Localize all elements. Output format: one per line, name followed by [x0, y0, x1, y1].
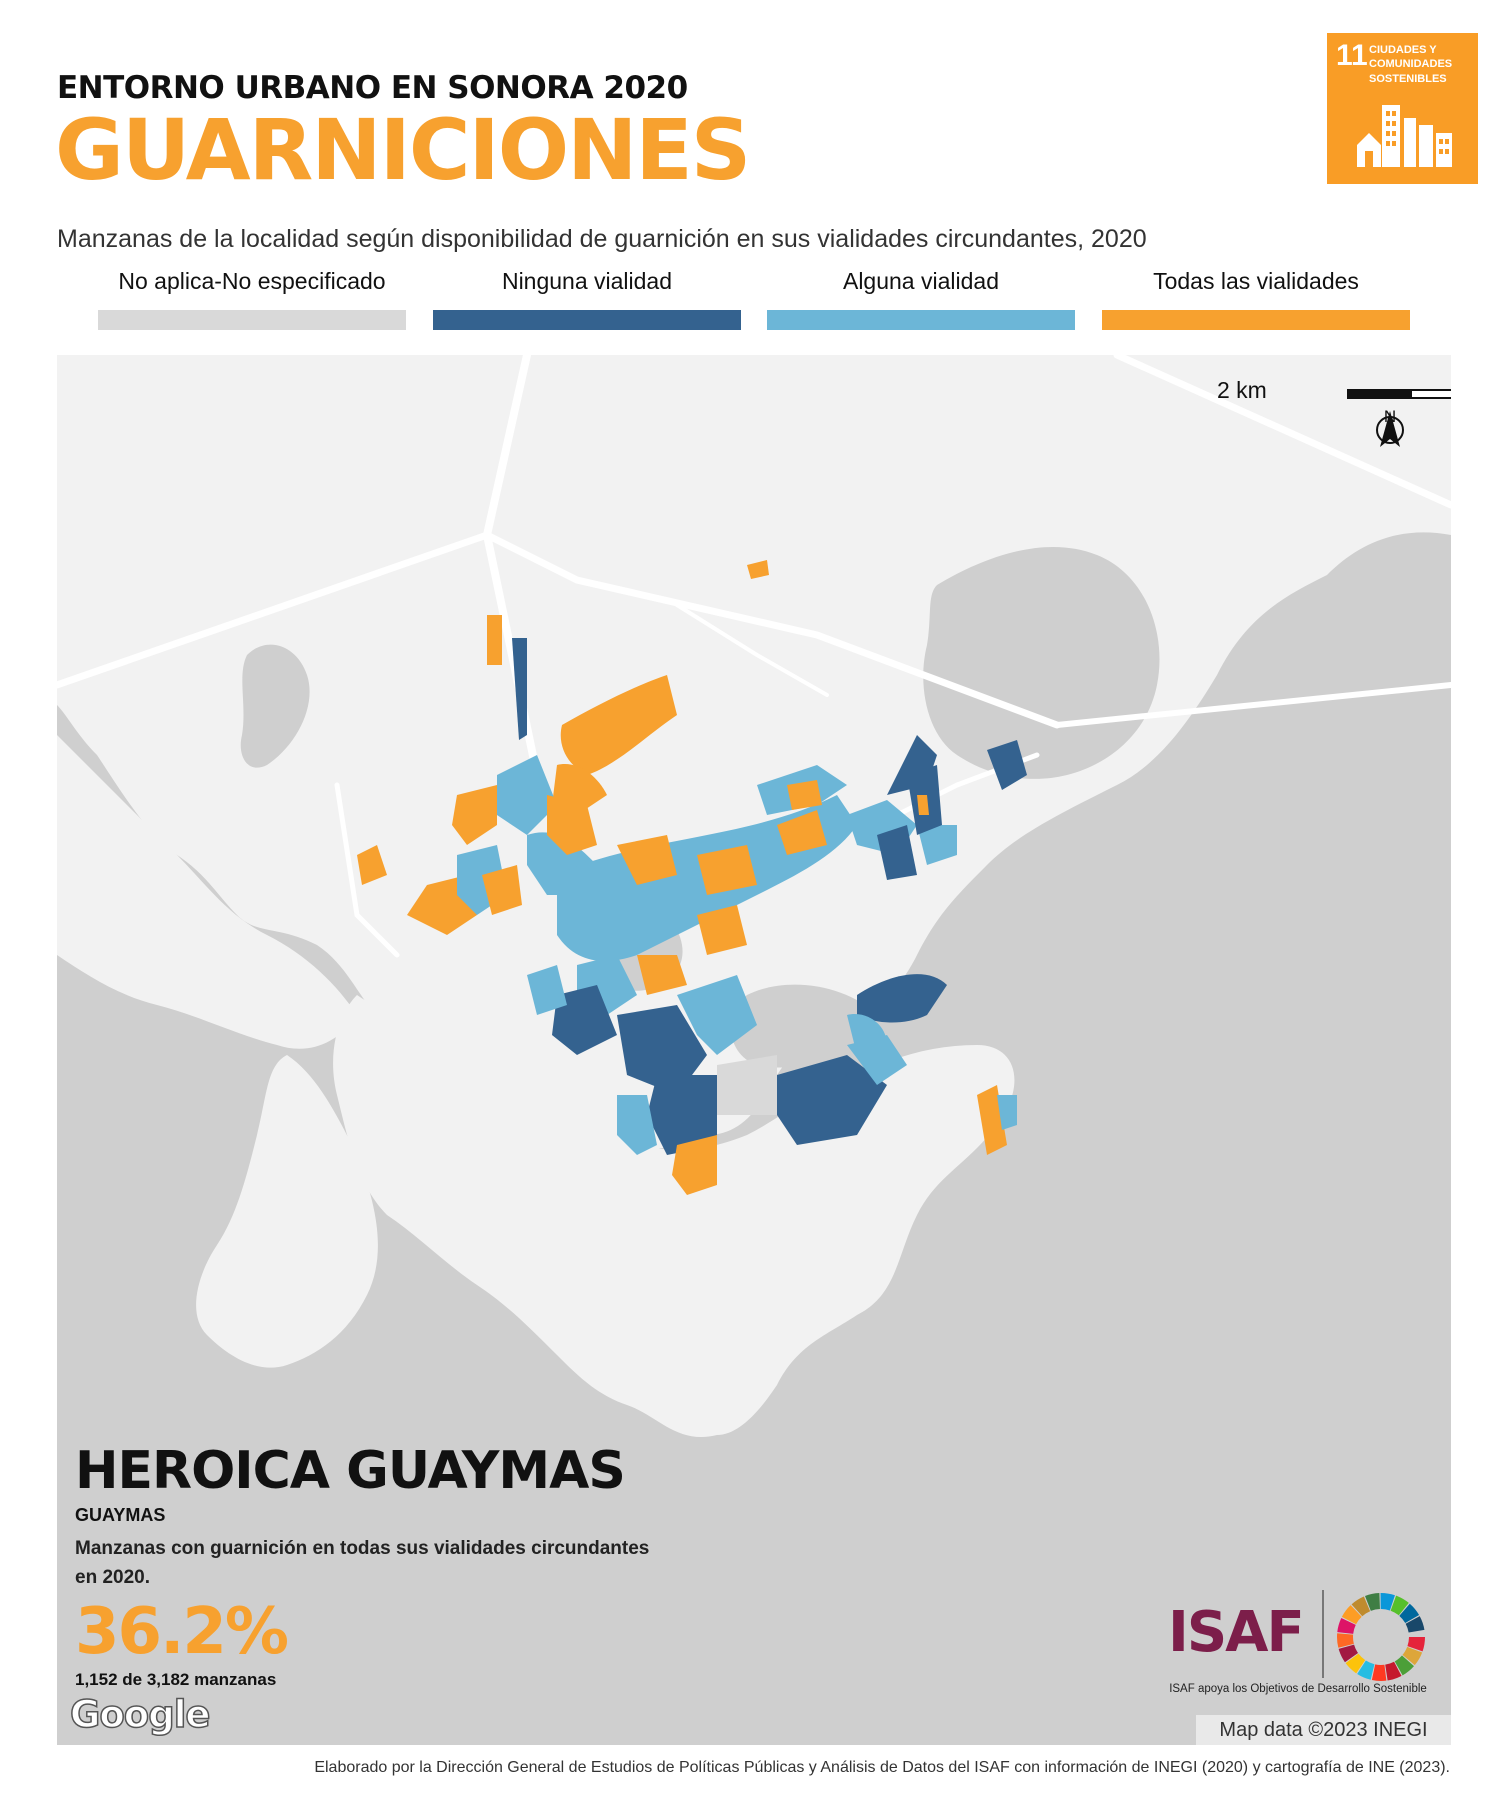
north-arrow: N [1370, 407, 1410, 477]
north-arrow-icon [1376, 411, 1404, 447]
page-title: GUARNICIONES [55, 101, 751, 199]
sdg-text: CIUDADES Y COMUNIDADES SOSTENIBLES [1369, 44, 1453, 85]
map-canvas[interactable] [57, 355, 1451, 1745]
bay-inner-2 [730, 984, 877, 1068]
sdg-number: 11 [1336, 39, 1368, 72]
google-logo: Google [69, 1692, 211, 1737]
western-point [57, 735, 357, 1049]
bay-northwest [240, 644, 310, 768]
legend-swatch [767, 310, 1075, 330]
scale-bar-graphic [1347, 389, 1451, 399]
footer-credits: Elaborado por la Dirección General de Es… [314, 1759, 1450, 1776]
urban-blocks [357, 560, 1027, 1195]
legend-label: Alguna vialidad [842, 268, 999, 294]
stat-percentage: 36.2% [75, 1595, 289, 1669]
legend-swatch [433, 310, 741, 330]
locality-info: HEROICA GUAYMAS GUAYMAS Manzanas con gua… [75, 1445, 675, 1690]
bay-east-lagoon [923, 546, 1160, 779]
kicker-title: ENTORNO URBANO EN SONORA 2020 [57, 70, 688, 106]
stat-description: Manzanas con guarnición en todas sus via… [75, 1538, 650, 1588]
sdg-11-badge: 11 CIUDADES Y COMUNIDADES SOSTENIBLES [1327, 33, 1478, 184]
legend-label: Todas las vialidades [1153, 268, 1359, 294]
legend-swatch [98, 310, 406, 330]
stat-count: 1,152 de 3,182 manzanas [75, 1670, 277, 1689]
logo-divider [1322, 1590, 1324, 1678]
map-panel[interactable]: 2 km N [57, 355, 1451, 1745]
map-subtitle: Manzanas de la localidad según disponibi… [57, 225, 1147, 253]
scale-label: 2 km [1217, 377, 1267, 403]
locality-name: HEROICA GUAYMAS [75, 1441, 626, 1501]
legend-item-no-aplica: No aplica-No especificado [98, 268, 406, 330]
legend-item-ninguna: Ninguna vialidad [433, 268, 741, 330]
municipality-name: GUAYMAS [75, 1505, 166, 1525]
legend-item-alguna: Alguna vialidad [767, 268, 1075, 330]
isla-west [196, 1055, 378, 1368]
sdg-wheel-icon [1337, 1593, 1425, 1681]
isaf-logo: ISAF [1168, 1600, 1305, 1665]
legend-item-todas: Todas las vialidades [1102, 268, 1410, 330]
city-buildings-icon [1357, 105, 1452, 167]
legend-swatch [1102, 310, 1410, 330]
legend-label: Ninguna vialidad [501, 268, 673, 294]
mainland [57, 355, 1451, 1150]
isaf-caption: ISAF apoya los Objetivos de Desarrollo S… [1169, 1683, 1427, 1695]
map-attribution[interactable]: Map data ©2023 INEGI [1196, 1715, 1451, 1745]
legend: No aplica-No especificado Ninguna vialid… [98, 268, 1410, 330]
legend-label: No aplica-No especificado [118, 268, 386, 294]
